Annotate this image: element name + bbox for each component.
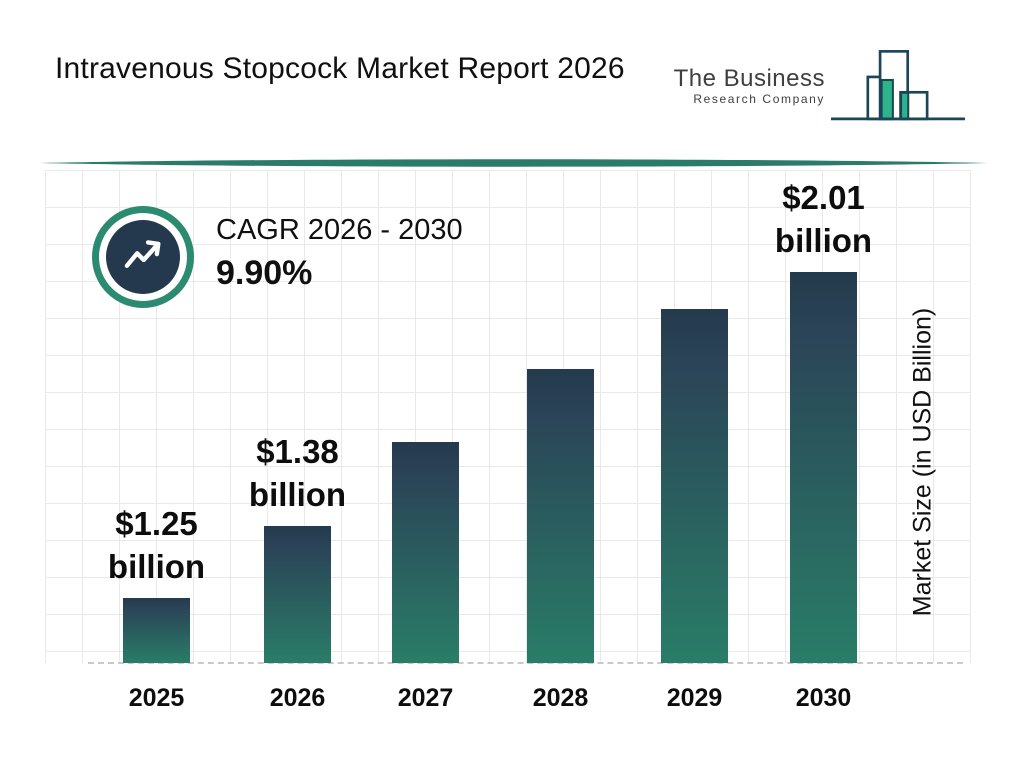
cagr-badge: CAGR 2026 - 2030 9.90% — [92, 206, 463, 308]
x-tick-2026: 2026 — [269, 684, 326, 712]
bar-value-label-2025: $1.25 billion — [107, 505, 206, 585]
x-tick-2029: 2029 — [666, 684, 723, 712]
logo-name: The Business — [673, 65, 825, 92]
bar-2027: 2027 — [392, 442, 459, 712]
x-tick-2025: 2025 — [128, 684, 185, 712]
bar-2030: $2.01 billion 2030 — [775, 179, 872, 712]
x-axis-baseline — [88, 662, 963, 664]
logo-subtitle: Research Company — [693, 92, 825, 106]
bar-2028: 2028 — [527, 369, 594, 712]
cagr-value: 9.90% — [216, 254, 313, 292]
x-tick-2028: 2028 — [532, 684, 589, 712]
bar-chart-logo-icon — [831, 50, 965, 121]
x-tick-2030: 2030 — [795, 684, 852, 712]
bar-2025: $1.25 billion 2025 — [108, 505, 205, 712]
logo-text: The Business Research Company — [673, 65, 825, 107]
cagr-label: CAGR 2026 - 2030 — [216, 214, 463, 246]
page-title: Intravenous Stopcock Market Report 2026 — [55, 52, 625, 85]
bar-value-label-2030: $2.01 billion — [774, 179, 873, 259]
divider-line — [40, 159, 988, 167]
bar-2026: $1.38 billion 2026 — [249, 433, 346, 712]
cagr-badge-ring — [92, 206, 194, 308]
bar-chart: $1.25 billion 2025 $1.38 billion 2026 20… — [0, 170, 1024, 712]
company-logo: The Business Research Company — [674, 36, 966, 124]
trending-up-icon — [124, 240, 161, 268]
bar-2029: 2029 — [661, 309, 728, 712]
x-tick-2027: 2027 — [397, 684, 454, 712]
bar-value-label-2026: $1.38 billion — [248, 433, 347, 513]
cagr-text: CAGR 2026 - 2030 9.90% — [216, 210, 463, 296]
y-axis-label: Market Size (in USD Billion) — [908, 307, 937, 617]
